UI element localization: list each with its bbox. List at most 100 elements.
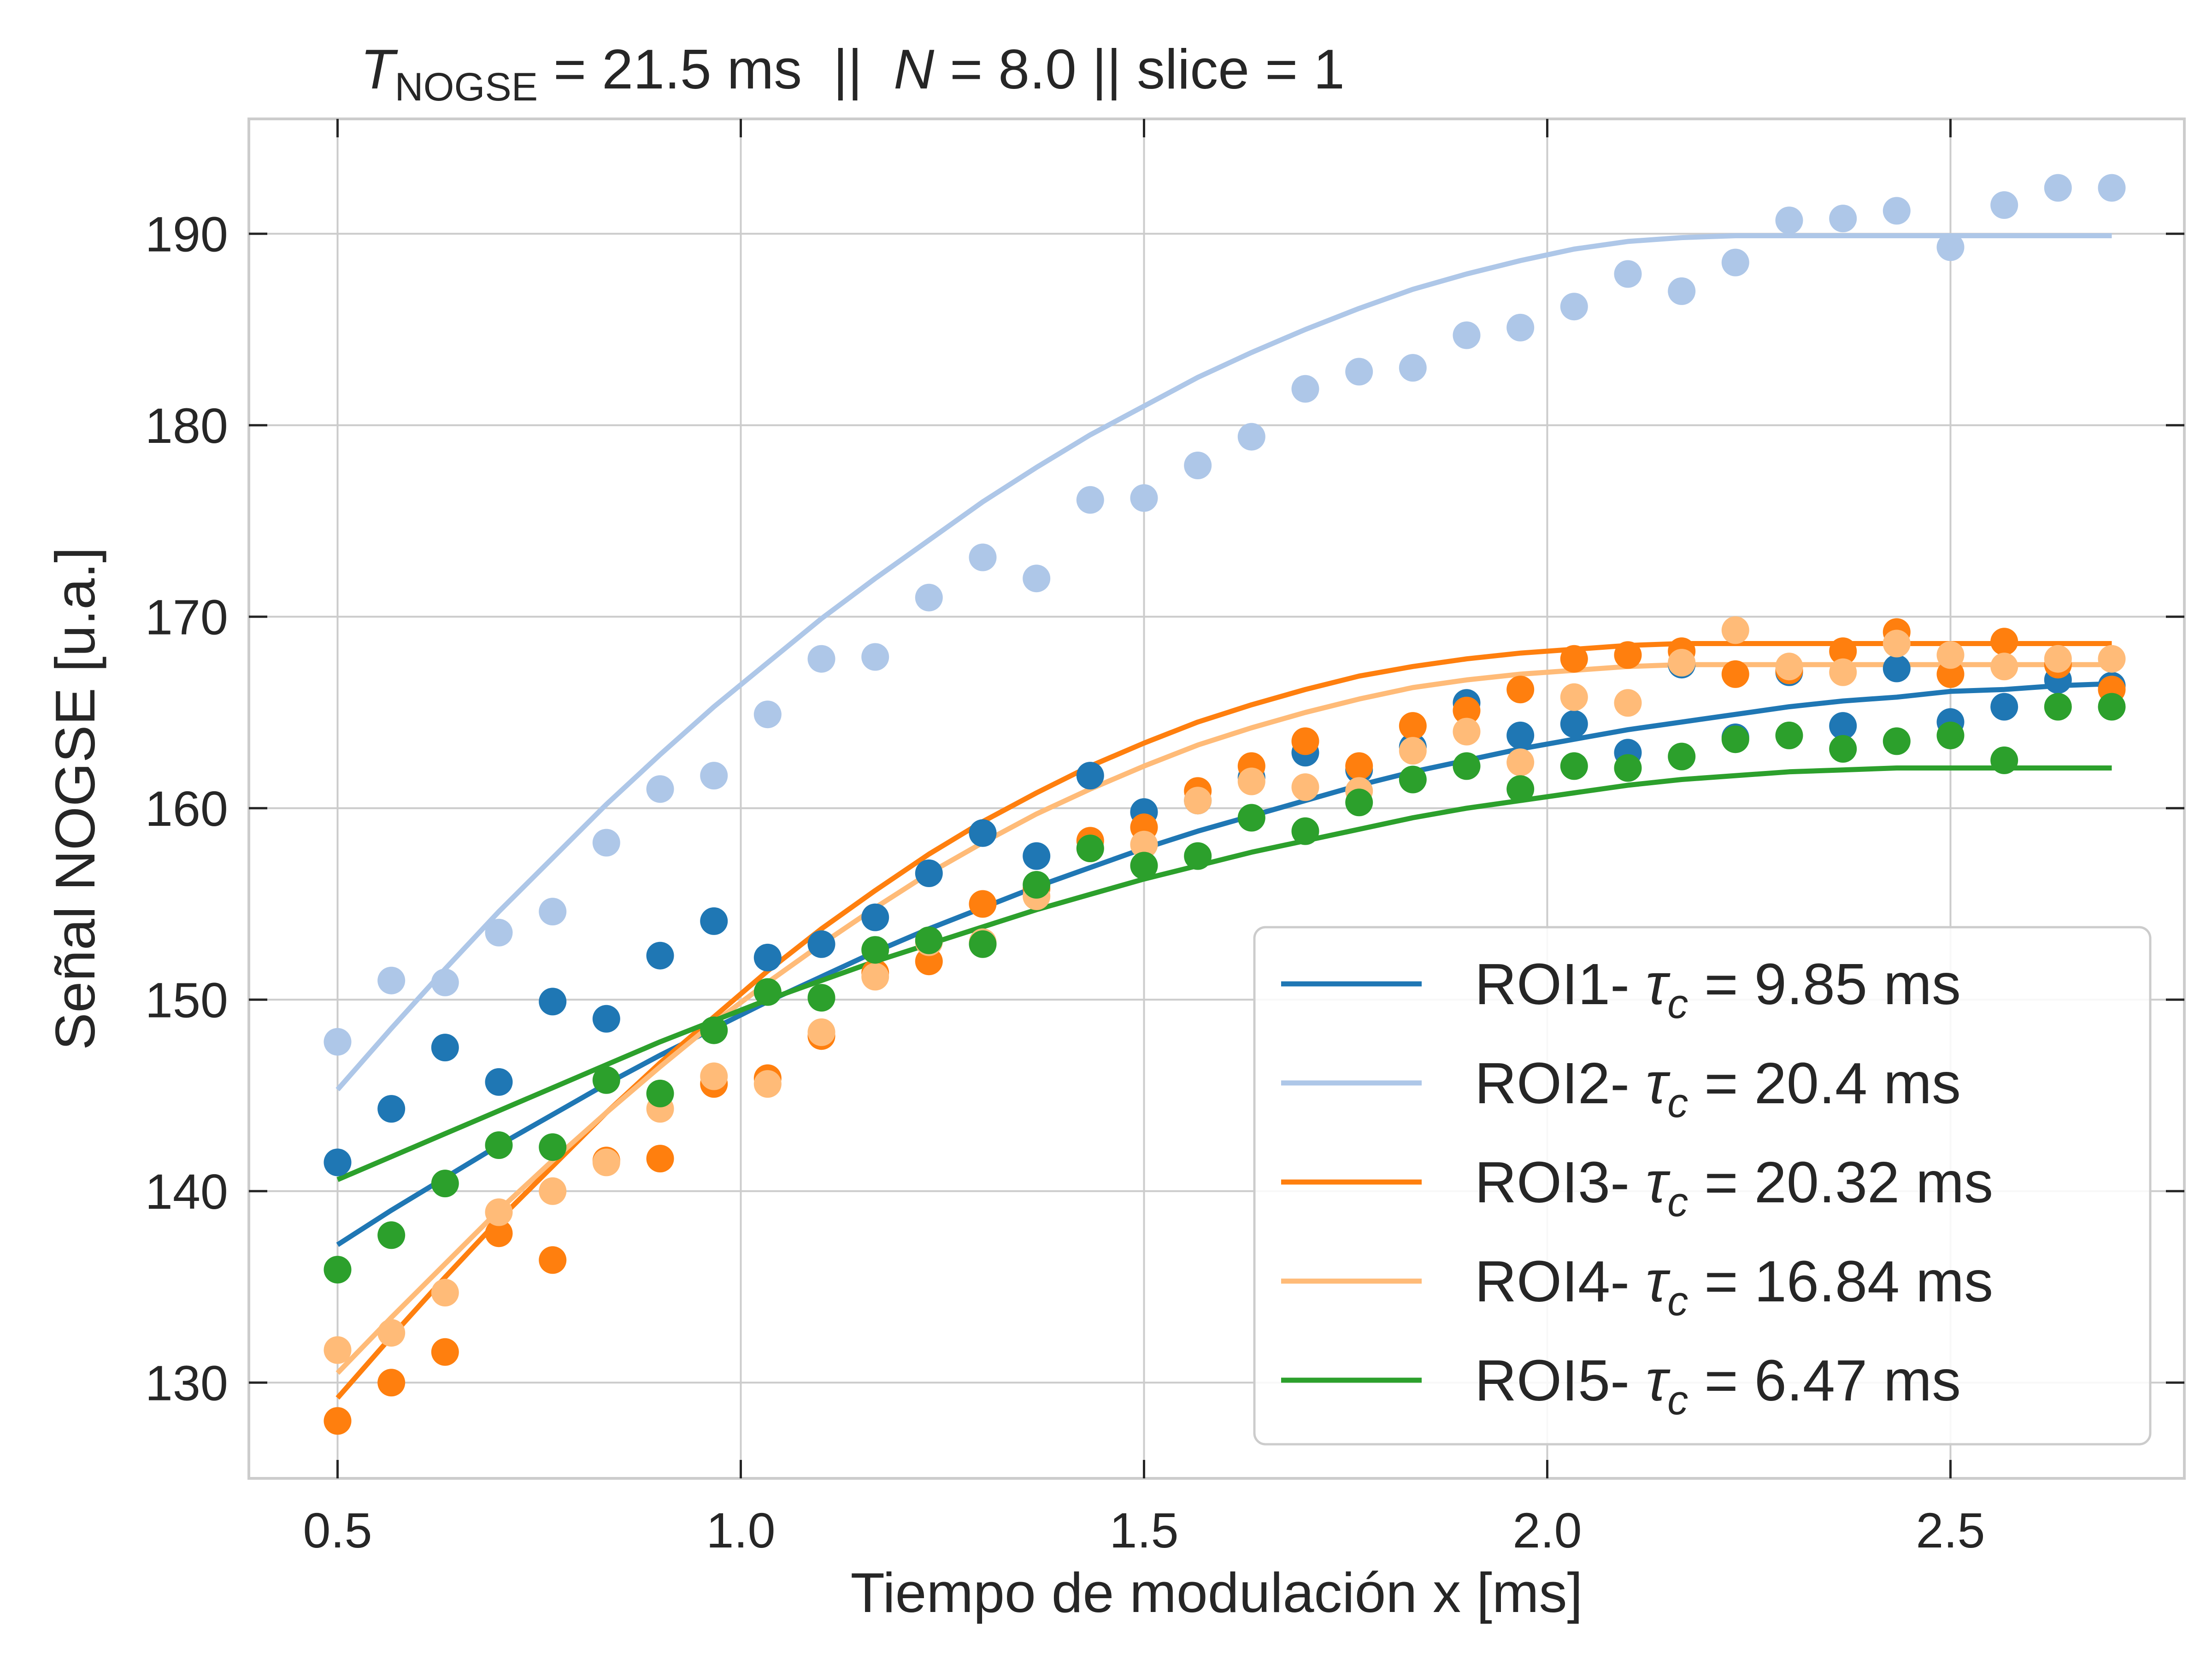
data-point-roi4 — [539, 1177, 567, 1205]
data-point-roi4 — [1184, 787, 1212, 815]
data-point-roi5 — [807, 984, 835, 1012]
data-point-roi5 — [1506, 775, 1535, 803]
data-point-roi1 — [1829, 712, 1857, 740]
legend-roi-name: ROI2- — [1475, 1051, 1646, 1116]
y-tick-label: 160 — [145, 781, 228, 836]
data-point-roi2 — [431, 968, 459, 996]
data-point-roi1 — [485, 1068, 513, 1096]
data-point-roi2 — [1829, 205, 1857, 233]
legend-tau-subscript: c — [1667, 1377, 1688, 1424]
data-point-roi5 — [1237, 804, 1265, 832]
data-point-roi5 — [1076, 835, 1104, 862]
data-point-roi2 — [1291, 375, 1319, 403]
data-point-roi3 — [1399, 712, 1427, 740]
data-point-roi2 — [592, 829, 620, 857]
data-point-roi5 — [1614, 754, 1642, 782]
data-point-roi4 — [1130, 830, 1158, 859]
data-point-roi2 — [1990, 191, 2018, 219]
data-point-roi2 — [377, 966, 406, 994]
data-point-roi1 — [753, 943, 782, 971]
data-point-roi1 — [807, 930, 835, 958]
data-point-roi2 — [915, 583, 943, 612]
data-point-roi4 — [324, 1336, 352, 1364]
legend-tau-subscript: c — [1667, 1080, 1688, 1126]
legend-roi-name: ROI5- — [1475, 1348, 1646, 1413]
data-point-roi2 — [2098, 174, 2126, 202]
data-point-roi3 — [1990, 628, 2018, 656]
x-tick-label: 1.5 — [1109, 1502, 1178, 1558]
data-point-roi5 — [1668, 742, 1696, 771]
legend-label-roi5: ROI5- τc = 6.47 ms — [1475, 1348, 1961, 1424]
data-point-roi5 — [700, 1016, 728, 1044]
data-point-roi2 — [646, 775, 674, 803]
data-point-roi1 — [539, 988, 567, 1016]
data-point-roi5 — [2098, 693, 2126, 721]
data-point-roi1 — [1560, 710, 1588, 738]
fit-curve-roi1 — [336, 681, 2112, 1247]
data-point-roi1 — [969, 819, 997, 847]
data-point-roi3 — [1345, 752, 1373, 780]
data-point-roi4 — [1936, 641, 1965, 669]
fit-curve-roi2 — [335, 233, 2112, 1092]
legend-tau-value: = 16.84 ms — [1688, 1249, 1993, 1314]
data-point-roi3 — [646, 1145, 674, 1173]
data-point-roi1 — [700, 907, 728, 935]
data-point-roi2 — [1506, 313, 1535, 341]
data-point-roi4 — [1775, 653, 1803, 681]
data-point-roi5 — [1453, 752, 1481, 780]
data-point-roi4 — [1883, 629, 1911, 658]
y-tick-label: 140 — [145, 1164, 228, 1219]
data-point-roi2 — [861, 643, 889, 671]
data-point-roi4 — [431, 1279, 459, 1306]
data-point-roi5 — [1560, 752, 1588, 780]
legend-tau-value: = 6.47 ms — [1688, 1348, 1961, 1413]
data-point-roi5 — [377, 1221, 406, 1249]
data-point-roi3 — [969, 890, 997, 918]
data-point-roi1 — [324, 1148, 352, 1177]
legend-label-roi2: ROI2- τc = 20.4 ms — [1475, 1051, 1961, 1126]
y-tick-label: 190 — [145, 206, 228, 262]
fit-curve-roi5 — [336, 765, 2112, 1182]
data-point-roi5 — [861, 936, 889, 964]
data-point-roi5 — [2044, 693, 2072, 721]
legend-tau-subscript: c — [1667, 981, 1688, 1027]
data-point-roi2 — [753, 700, 782, 729]
data-point-roi1 — [377, 1095, 406, 1123]
data-point-roi4 — [1399, 737, 1427, 765]
data-point-roi2 — [807, 645, 835, 673]
legend-tau-symbol: τ — [1646, 952, 1671, 1017]
legend-roi-name: ROI4- — [1475, 1249, 1646, 1314]
data-point-roi4 — [1614, 689, 1642, 717]
data-point-roi3 — [1614, 641, 1642, 669]
data-point-roi1 — [431, 1034, 459, 1062]
fit-curve-roi4 — [335, 662, 2112, 1375]
data-point-roi4 — [753, 1070, 782, 1098]
legend-tau-symbol: τ — [1646, 1348, 1671, 1413]
data-point-roi4 — [1829, 658, 1857, 686]
data-point-roi2 — [1775, 206, 1803, 235]
data-point-roi2 — [1721, 248, 1749, 276]
data-point-roi4 — [1668, 649, 1696, 677]
data-point-roi5 — [1399, 765, 1427, 794]
legend-roi-name: ROI1- — [1475, 952, 1646, 1017]
data-point-roi3 — [377, 1369, 406, 1397]
data-point-roi3 — [915, 947, 943, 976]
data-point-roi4 — [1560, 683, 1588, 711]
data-point-roi1 — [592, 1005, 620, 1033]
data-point-roi5 — [485, 1131, 513, 1159]
data-point-roi3 — [1506, 676, 1535, 704]
data-point-roi3 — [485, 1219, 513, 1247]
data-point-roi4 — [2098, 645, 2126, 673]
y-tick-label: 170 — [145, 589, 228, 645]
data-point-roi2 — [324, 1028, 352, 1056]
legend-tau-subscript: c — [1667, 1179, 1688, 1225]
data-layer — [324, 174, 2126, 1435]
data-point-roi4 — [485, 1198, 513, 1226]
data-point-roi4 — [1237, 767, 1265, 795]
y-axis-label: Señal NOGSE [u.a.] — [44, 547, 106, 1050]
legend-box — [1253, 926, 2152, 1446]
data-point-roi3 — [1829, 637, 1857, 665]
data-point-roi2 — [1130, 484, 1158, 512]
data-point-roi2 — [1345, 358, 1373, 386]
